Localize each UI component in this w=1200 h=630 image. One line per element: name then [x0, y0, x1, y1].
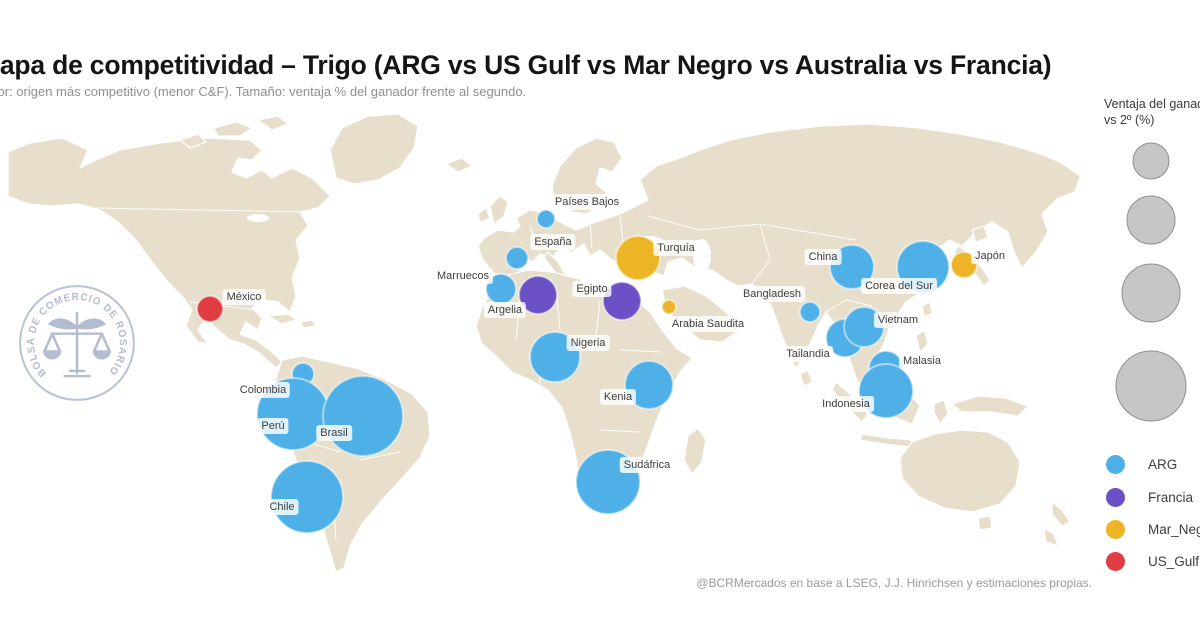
land-greenland — [329, 113, 419, 185]
legend-label-mar-negro: Mar_Negro — [1148, 521, 1200, 537]
page-subtitle: Color: origen más competitivo (menor C&F… — [0, 84, 527, 99]
legend-item-arg: ARG — [1106, 454, 1177, 474]
land-philippines — [915, 329, 939, 367]
land-iceland — [445, 157, 473, 173]
size-legend-title-line2: vs 2º (%) — [1104, 113, 1155, 127]
bubble-kenia — [624, 360, 674, 410]
bubble-corea-del-sur — [896, 240, 950, 294]
land-new-guinea — [951, 395, 1029, 417]
land-tasmania — [977, 515, 993, 531]
legend-label-arg: ARG — [1148, 456, 1178, 472]
land-taiwan — [921, 301, 933, 317]
page-title: Mapa de competitividad – Trigo (ARG vs U… — [0, 50, 1052, 80]
land-eurasia — [477, 123, 1081, 395]
size-legend-circle-4 — [1115, 350, 1187, 422]
bubble-paises-bajos — [536, 209, 556, 229]
legend-swatch-francia — [1106, 487, 1125, 507]
landmasses — [7, 113, 1081, 573]
land-north-america — [7, 137, 331, 369]
land-arabia — [661, 285, 741, 343]
land-sulawesi — [933, 399, 949, 425]
land-caribbean — [267, 313, 317, 329]
land-british-isles — [477, 195, 509, 225]
bubble-brasil — [322, 375, 404, 457]
bubble-nigeria — [529, 331, 581, 383]
bubble-indonesia — [858, 363, 914, 419]
land-scandinavia — [551, 137, 623, 215]
bubble-turquia — [615, 235, 661, 281]
bcr-logo: BOLSA DE COMERCIO DE ROSARIO — [16, 282, 138, 409]
legend-swatch-arg — [1106, 454, 1125, 474]
bubble-china — [829, 244, 875, 290]
great-lakes — [247, 214, 269, 222]
size-legend-circles — [1115, 142, 1187, 422]
legend-item-us-gulf: US_Gulf — [1106, 551, 1199, 571]
bubble-arabia-saudita — [661, 299, 677, 315]
size-legend-circle-2 — [1126, 195, 1176, 245]
source-caption: @BCRMercados en base a LSEG, J.J. Hinric… — [696, 576, 1092, 590]
land-java — [859, 433, 913, 448]
legend-label-francia: Francia — [1148, 489, 1194, 505]
land-australia — [899, 429, 1021, 513]
land-madagascar — [683, 427, 707, 475]
legend-label-us-gulf: US_Gulf — [1148, 553, 1200, 569]
caspian-sea — [693, 239, 711, 273]
legend-swatch-us-gulf — [1106, 551, 1125, 571]
logo-scales-caduceus-icon — [42, 311, 112, 378]
bcr-logo-svg: BOLSA DE COMERCIO DE ROSARIO — [19, 285, 135, 401]
legend-item-mar-negro: Mar_Negro — [1106, 519, 1200, 539]
bubble-espana — [505, 246, 529, 270]
land-sri-lanka — [799, 369, 813, 387]
land-new-zealand — [1043, 501, 1071, 547]
bubble-mexico — [196, 295, 224, 323]
bubble-peru — [256, 377, 330, 451]
legend-swatch-mar-negro — [1106, 519, 1125, 539]
size-legend-title: Ventaja del ganador vs 2º (%) — [1104, 96, 1200, 128]
bubble-chile — [270, 460, 344, 534]
bubble-sudafrica — [575, 449, 641, 515]
bubble-japon — [950, 251, 978, 279]
bubble-vietnam — [843, 306, 885, 348]
size-legend-circle-3 — [1121, 263, 1181, 323]
bubble-marruecos — [485, 273, 517, 305]
size-legend-circle-1 — [1132, 142, 1170, 180]
size-legend-title-line1: Ventaja del ganador — [1104, 97, 1200, 111]
bubble-bangladesh — [799, 301, 821, 323]
bubble-egipto — [602, 281, 642, 321]
bubble-argelia — [518, 275, 558, 315]
legend-item-francia: Francia — [1106, 487, 1193, 507]
logo-outer-ring — [19, 285, 135, 401]
land-arctic-islands — [179, 115, 289, 149]
